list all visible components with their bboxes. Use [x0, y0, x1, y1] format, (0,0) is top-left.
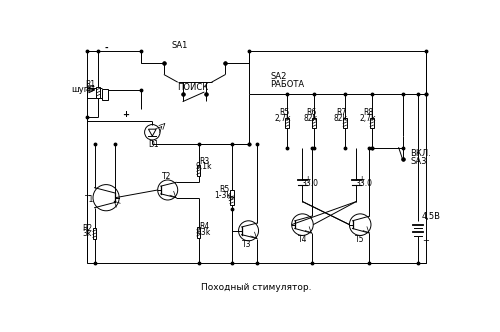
Text: T5: T5: [356, 235, 365, 244]
Text: SA3: SA3: [410, 157, 427, 166]
Text: R2: R2: [82, 224, 92, 233]
Text: R1: R1: [86, 80, 96, 89]
Text: 33.0: 33.0: [302, 179, 318, 188]
Bar: [370, 118, 374, 128]
Bar: [230, 190, 234, 206]
Text: SA1: SA1: [171, 42, 188, 50]
Bar: [196, 227, 200, 238]
Text: 3k: 3k: [82, 229, 92, 238]
Text: T2: T2: [162, 172, 171, 181]
Text: R5: R5: [279, 109, 289, 118]
Text: РАБОТА: РАБОТА: [270, 80, 304, 89]
Text: SA2: SA2: [270, 72, 286, 81]
Text: +: +: [304, 175, 311, 184]
Text: 47: 47: [86, 85, 96, 94]
Text: 9,1k: 9,1k: [196, 162, 212, 171]
Text: T1: T1: [85, 195, 94, 204]
Text: -: -: [104, 44, 108, 53]
Text: +: +: [122, 110, 129, 119]
Text: 82k: 82k: [303, 114, 317, 123]
Bar: [343, 118, 346, 128]
Text: 1-3k: 1-3k: [214, 191, 232, 200]
Text: шуп: шуп: [72, 85, 90, 94]
Text: 43k: 43k: [197, 228, 211, 237]
Text: R7: R7: [336, 109, 347, 118]
Bar: [102, 89, 108, 100]
Text: T4: T4: [298, 235, 307, 244]
Text: 33.0: 33.0: [356, 179, 372, 188]
Text: Походный стимулятор.: Походный стимулятор.: [201, 283, 312, 292]
Text: +: +: [422, 235, 429, 245]
Text: 82k: 82k: [334, 114, 348, 123]
Bar: [96, 87, 100, 98]
Text: +: +: [358, 175, 365, 184]
Text: 4,5В: 4,5В: [422, 212, 441, 221]
Bar: [196, 165, 200, 176]
Bar: [92, 228, 96, 239]
Bar: [312, 118, 316, 128]
Bar: [285, 118, 289, 128]
Text: R4: R4: [199, 222, 209, 231]
Text: 2,7k: 2,7k: [275, 114, 291, 123]
Text: R5: R5: [219, 186, 229, 195]
Text: R8: R8: [364, 109, 374, 118]
Polygon shape: [148, 129, 156, 136]
Text: T3: T3: [242, 240, 252, 249]
Text: R3: R3: [199, 157, 209, 166]
Text: 2,7k: 2,7k: [360, 114, 376, 123]
Text: ПОИСК: ПОИСК: [178, 83, 208, 92]
Text: ВКЛ.: ВКЛ.: [410, 149, 431, 158]
Text: R6: R6: [306, 109, 316, 118]
Text: D1: D1: [148, 140, 159, 149]
